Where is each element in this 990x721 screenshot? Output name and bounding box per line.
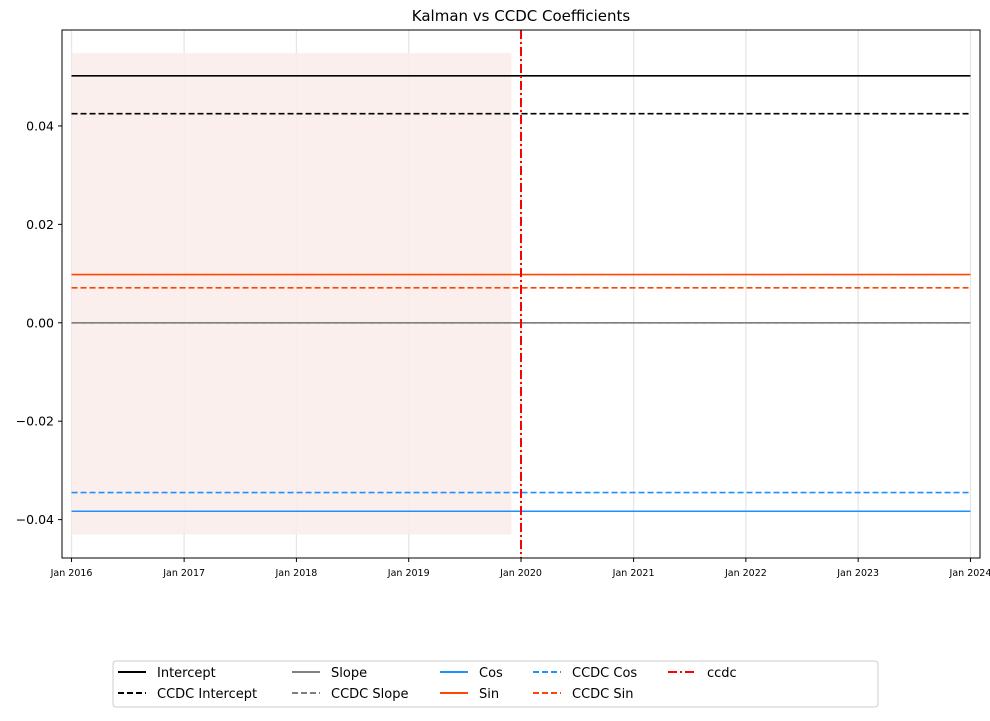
legend-label-ccdc-cos: CCDC Cos (572, 666, 637, 681)
x-tick-label-5: Jan 2021 (612, 568, 655, 579)
x-tick-label-4: Jan 2020 (499, 568, 542, 579)
legend-label-ccdc-intercept: CCDC Intercept (157, 687, 257, 702)
legend-label-slope: Slope (331, 666, 367, 681)
x-tick-label-2: Jan 2018 (275, 568, 318, 579)
axes: 0.04 0.02 0.00 −0.02 −0.04 Jan 2016 Jan 2017 Ja… (16, 29, 990, 579)
legend-label-ccdc-sin: CCDC Sin (572, 687, 633, 702)
x-tick-label-7: Jan 2023 (836, 568, 879, 579)
y-tick-label-4: −0.04 (16, 512, 54, 527)
legend-label-ccdc: ccdc (707, 666, 737, 681)
x-tick-label-3: Jan 2019 (387, 568, 430, 579)
legend-label-intercept: Intercept (157, 666, 216, 681)
legend-label-sin: Sin (479, 687, 499, 702)
y-tick-label-3: −0.02 (16, 414, 54, 429)
x-tick-label-8: Jan 2024 (949, 568, 990, 579)
legend: Intercept CCDC Intercept Slope CCDC Slope Co… (112, 660, 879, 708)
x-tick-label-1: Jan 2017 (162, 568, 205, 579)
legend-label-cos: Cos (479, 666, 503, 681)
x-tick-label-0: Jan 2016 (50, 568, 93, 579)
y-tick-label-0: 0.04 (26, 118, 54, 133)
y-tick-label-2: 0.00 (26, 315, 54, 330)
x-tick-label-6: Jan 2022 (724, 568, 767, 579)
shaded-region (71, 53, 512, 535)
chart-title: Kalman vs CCDC Coefficients (412, 7, 631, 25)
plot-area (70, 30, 972, 558)
y-tick-label-1: 0.02 (26, 217, 54, 232)
legend-label-ccdc-slope: CCDC Slope (331, 687, 408, 702)
